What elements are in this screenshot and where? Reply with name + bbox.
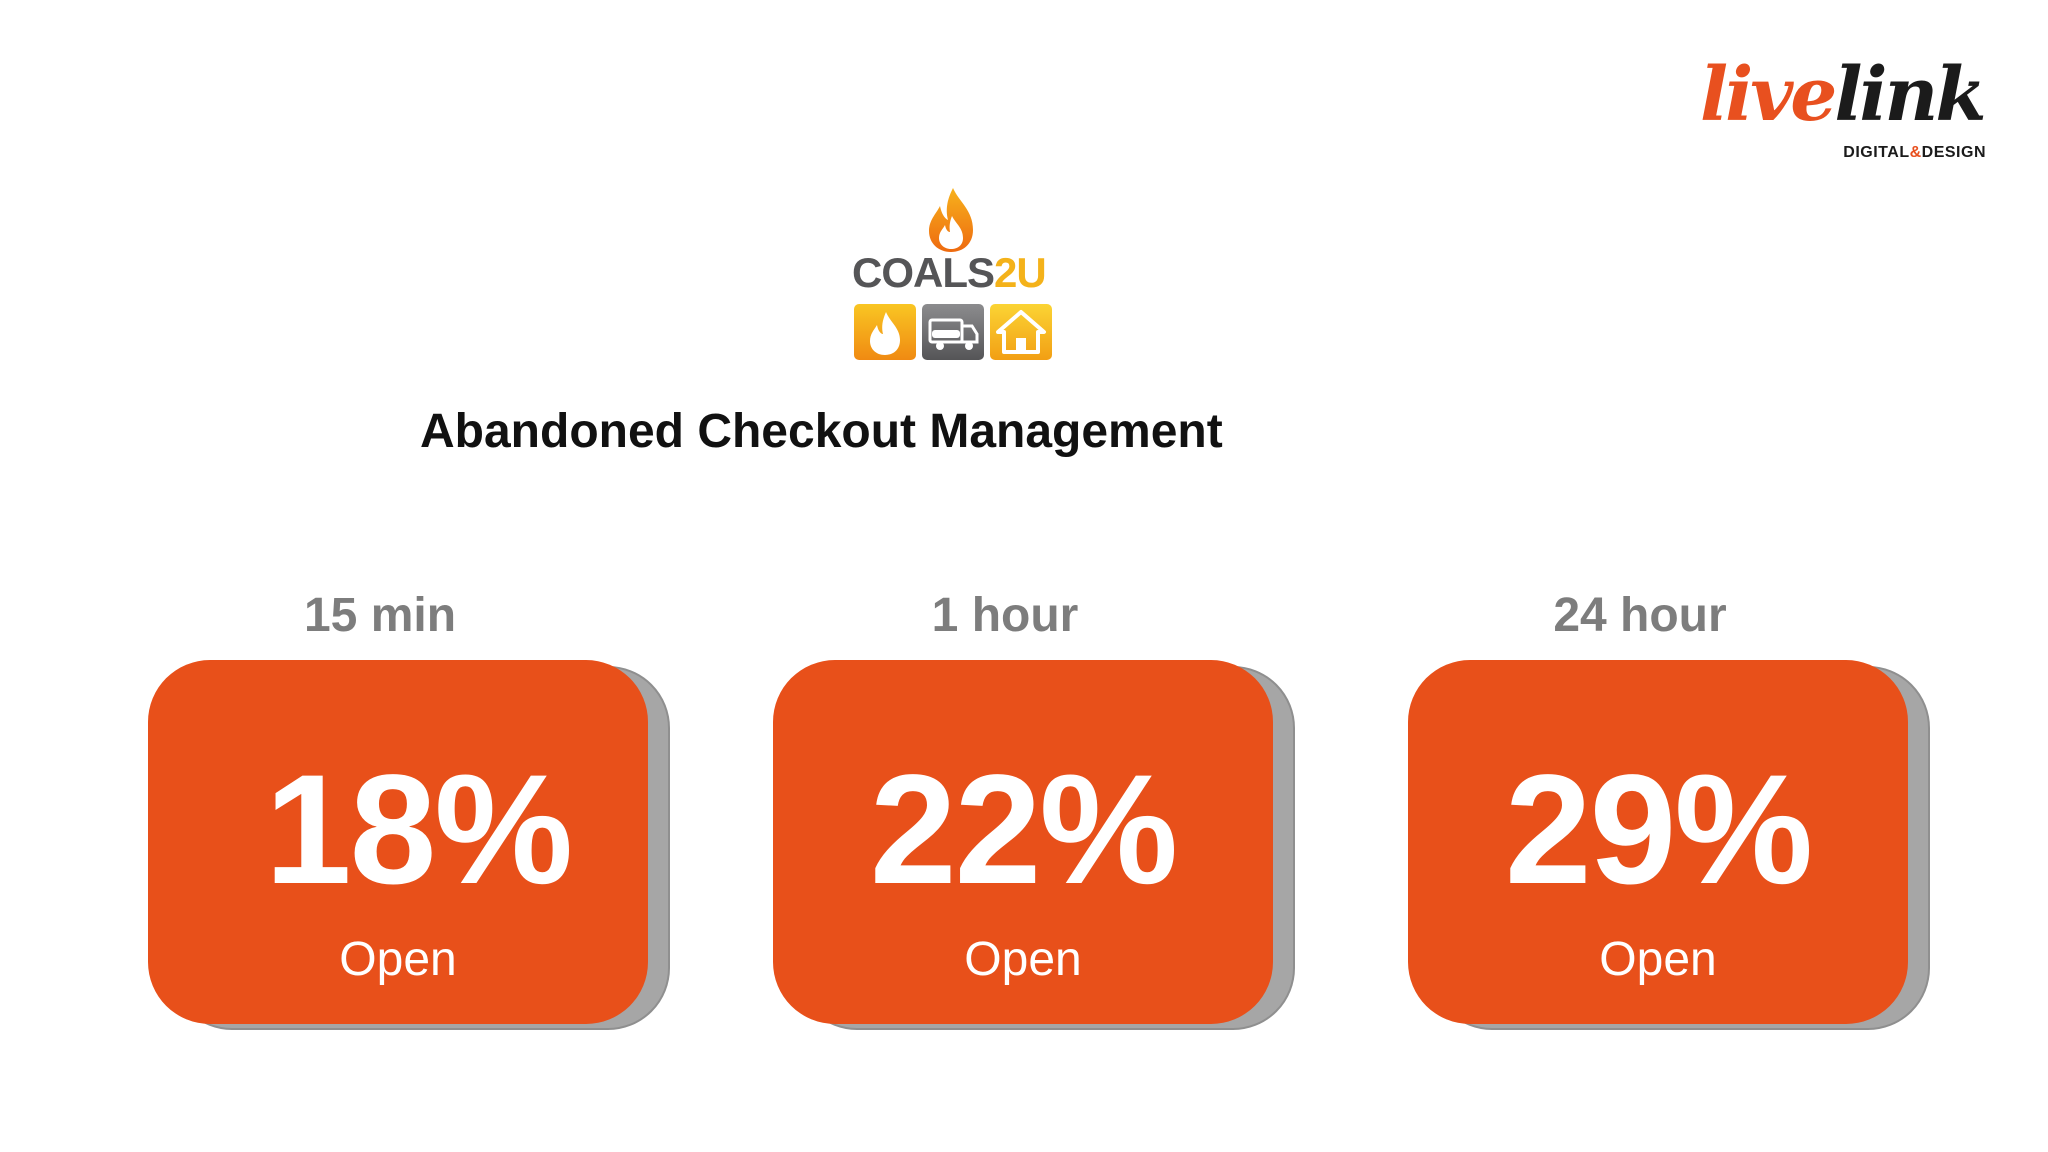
stat-card: 18% Open <box>148 660 648 1024</box>
coals2u-wordmark: COALS2U <box>852 249 1047 296</box>
livelink-tagline-digital: DIGITAL <box>1843 144 1910 161</box>
livelink-word-link: link <box>1834 52 1986 138</box>
stat-period: 1 hour <box>931 589 1079 642</box>
page-title: Abandoned Checkout Management <box>420 405 1223 458</box>
livelink-tagline-design: DESIGN <box>1921 144 1986 161</box>
stat-label: Open <box>964 933 1082 986</box>
stat-label: Open <box>1599 933 1717 986</box>
coals2u-word-2u: 2U <box>994 249 1047 296</box>
stat-value: 22% <box>869 743 1178 917</box>
livelink-word-live: live <box>1700 52 1837 138</box>
house-icon <box>996 310 1046 354</box>
stat-period: 15 min <box>303 589 457 642</box>
livelink-tagline: DIGITAL&DESIGN <box>1843 144 1986 162</box>
livelink-wordmark: livelink <box>1700 58 1987 132</box>
truck-icon <box>928 318 979 350</box>
livelink-logo: livelink DIGITAL&DESIGN <box>1700 58 2000 170</box>
house-tile <box>990 304 1052 360</box>
stat-block-15-min: 15 min 18% Open <box>110 586 670 1036</box>
stat-block-1-hour: 1 hour 22% Open <box>735 586 1295 1036</box>
stat-value: 29% <box>1504 743 1813 917</box>
flame-icon <box>870 312 900 355</box>
stat-label: Open <box>339 933 457 986</box>
stat-card: 29% Open <box>1408 660 1908 1024</box>
coals2u-icon-row <box>854 304 1052 360</box>
stat-card: 22% Open <box>773 660 1273 1024</box>
flame-icon <box>929 188 973 252</box>
stat-value: 18% <box>264 743 573 917</box>
coals2u-word-coals: COALS <box>852 249 995 296</box>
stat-period: 24 hour <box>1553 589 1727 642</box>
stat-block-24-hour: 24 hour 29% Open <box>1370 586 1930 1036</box>
truck-tile <box>922 304 984 360</box>
livelink-tagline-amp: & <box>1909 144 1922 161</box>
fire-tile <box>854 304 916 360</box>
coals2u-logo: COALS2U <box>848 186 1058 362</box>
